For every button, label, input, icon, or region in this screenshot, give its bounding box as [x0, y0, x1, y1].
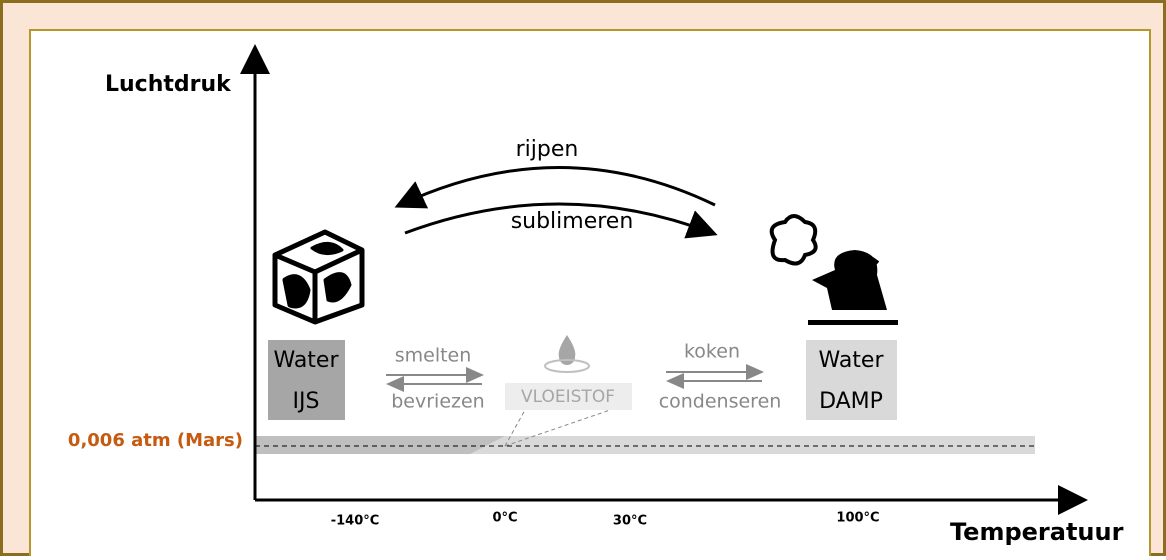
transition-label: koken	[684, 341, 740, 363]
kettle-icon	[769, 214, 898, 325]
y-label: Luchtdruk	[105, 72, 232, 97]
state-label: VLOEISTOF	[521, 387, 615, 407]
droplet-icon	[544, 335, 590, 373]
ice-box	[268, 340, 345, 420]
state-label: Water	[818, 348, 884, 373]
vapor-box	[806, 340, 897, 420]
liquid-box	[505, 383, 632, 410]
transition-label: bevriezen	[391, 391, 484, 413]
state-label: IJS	[293, 389, 320, 414]
transition-label: smelten	[395, 345, 472, 367]
arrow	[404, 202, 718, 239]
panel	[29, 29, 1151, 560]
connector	[504, 409, 611, 447]
ice-icon	[272, 229, 365, 325]
tick-label: 30°C	[613, 514, 647, 529]
pressure-band-ice	[255, 436, 505, 454]
tick-label: -140°C	[331, 514, 380, 529]
pressure-label: 0,006 atm (Mars)	[68, 430, 243, 451]
state-label: Water	[273, 348, 339, 373]
tick-label: 100°C	[836, 511, 879, 526]
transition-label: sublimeren	[511, 209, 634, 234]
arrow	[394, 166, 716, 209]
transition-label: rijpen	[516, 137, 579, 162]
state-label: DAMP	[819, 389, 883, 414]
tick-label: 0°C	[492, 511, 517, 526]
x-label: Temperatuur	[950, 518, 1124, 546]
transition-label: condenseren	[659, 391, 782, 413]
